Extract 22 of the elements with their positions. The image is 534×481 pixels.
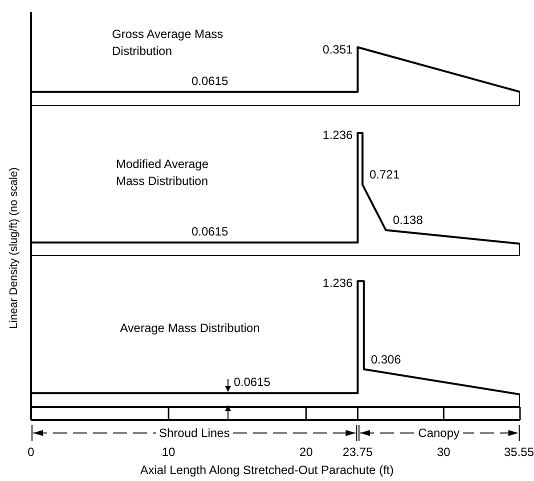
annotation: 0.306 — [370, 352, 402, 366]
annotation: 1.236 — [322, 128, 354, 142]
x-axis-title: Axial Length Along Stretched-Out Parachute (ft) — [139, 463, 395, 477]
text: Average Mass Distribution — [120, 320, 261, 337]
annotation: 0.351 — [322, 42, 354, 56]
x-tick-label: 23.75 — [342, 445, 374, 459]
chart-title: Gross Average Mass Distribution — [112, 26, 224, 60]
y-axis-title: Linear Density (slug/ft) (no scale) — [8, 166, 20, 331]
x-tick-label: 30 — [436, 445, 451, 459]
annotation: 0.0615 — [234, 375, 271, 390]
annotation: 0.0615 — [191, 74, 228, 88]
x-tick-label: 35.55 — [504, 445, 534, 459]
annotation: 0.138 — [392, 213, 424, 228]
text: Modified Average Mass Distribution — [116, 156, 210, 190]
annotation: 0.721 — [370, 168, 400, 182]
text: Canopy — [415, 426, 463, 440]
text: Shroud Lines — [156, 426, 233, 440]
x-tick-label: 0 — [28, 445, 35, 459]
annotation: 1.236 — [322, 276, 354, 290]
x-tick-label: 10 — [162, 445, 176, 459]
annotation: 0.0615 — [191, 224, 228, 238]
x-tick-label: 20 — [299, 445, 314, 459]
